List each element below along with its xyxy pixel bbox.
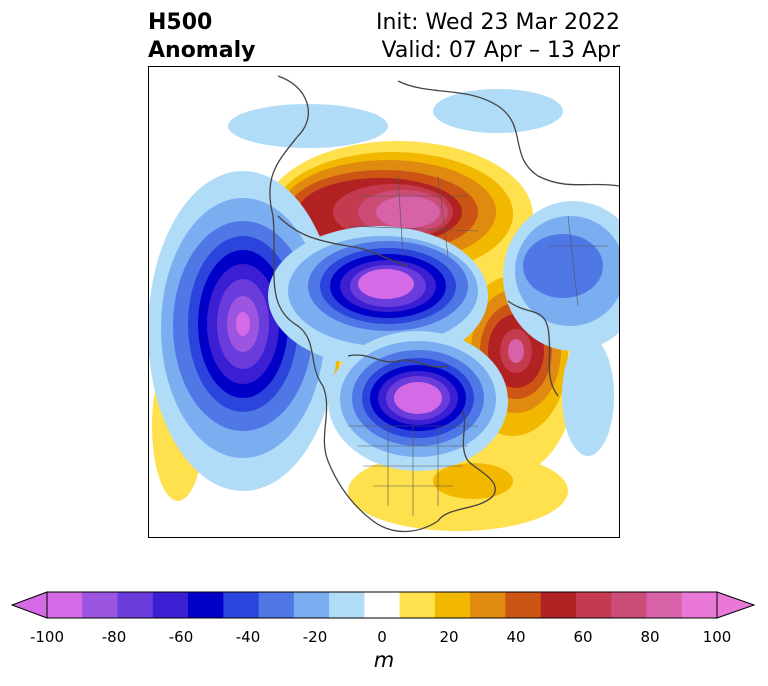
title-field: Anomaly — [148, 38, 256, 63]
title-left: H500 Anomaly — [148, 9, 255, 65]
ridge-southeast — [348, 451, 568, 531]
colorbar — [10, 591, 756, 619]
colorbar-outline — [46, 591, 718, 619]
trough-europe — [503, 201, 620, 456]
colorbar-tick-label: 80 — [640, 628, 660, 646]
trough-arctic — [268, 226, 488, 366]
init-time: Init: Wed 23 Mar 2022 — [375, 10, 620, 35]
colorbar-swatch — [646, 592, 683, 618]
coastlines — [269, 75, 620, 533]
colorbar-swatch — [223, 592, 260, 618]
colorbar-tick-label: -40 — [235, 628, 261, 646]
colorbar-units: m — [373, 648, 395, 672]
colorbar-swatch — [188, 592, 224, 618]
colorbar-swatch — [505, 592, 542, 618]
colorbar-swatch — [681, 592, 718, 618]
colorbar-swatch — [117, 592, 154, 618]
colorbar-tick-label: -80 — [101, 628, 127, 646]
colorbar-tick-label: -100 — [29, 628, 65, 646]
colorbar-tick-label: -20 — [302, 628, 328, 646]
colorbar-tick-label: 20 — [439, 628, 459, 646]
colorbar-swatch — [575, 592, 612, 618]
title-variable: H500 — [148, 10, 213, 35]
colorbar-swatch — [329, 592, 365, 618]
colorbar-tick-label: 60 — [573, 628, 593, 646]
colorbar-swatch — [258, 592, 295, 618]
colorbar-swatch — [470, 592, 506, 618]
colorbar-tick-label: 100 — [702, 628, 732, 646]
colorbar-swatch — [293, 592, 330, 618]
borders — [347, 175, 608, 516]
valid-range: Valid: 07 Apr – 13 Apr — [381, 38, 621, 63]
colorbar-swatch — [47, 592, 83, 618]
colorbar-tick-label: 0 — [377, 628, 387, 646]
colorbar-swatch — [611, 592, 647, 618]
colorbar-swatch — [82, 592, 119, 618]
colorbar-extend-high — [716, 591, 756, 619]
colorbar-tick-label: -60 — [168, 628, 194, 646]
colorbar-tick-label: 40 — [506, 628, 526, 646]
colorbar-swatch — [152, 592, 189, 618]
colorbar-swatch — [399, 592, 436, 618]
anomaly-map — [148, 66, 620, 538]
colorbar-swatch — [364, 592, 401, 618]
colorbar-swatch — [540, 592, 577, 618]
colorbar-swatch — [434, 592, 471, 618]
colorbar-extend-low — [10, 591, 48, 619]
trough-hudson — [328, 331, 508, 471]
title-right: Init: Wed 23 Mar 2022 Valid: 07 Apr – 13… — [376, 9, 620, 65]
